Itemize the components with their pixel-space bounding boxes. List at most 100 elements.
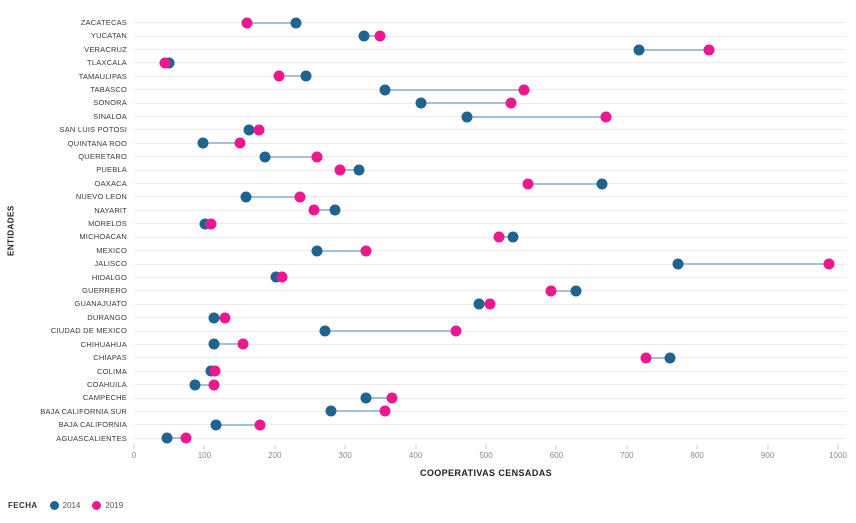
x-tick-label: 900 xyxy=(760,451,775,460)
data-point-2014[interactable] xyxy=(208,338,220,350)
table-row: JALISCO xyxy=(0,257,856,270)
dumbbell-connector xyxy=(317,249,367,252)
data-point-2014[interactable] xyxy=(270,271,282,283)
data-point-2019[interactable] xyxy=(253,124,265,136)
table-row: PUEBLA xyxy=(0,163,856,176)
y-category-label: CHIAPAS xyxy=(93,353,127,363)
data-point-2019[interactable] xyxy=(311,151,323,163)
gridline xyxy=(134,129,846,131)
gridline xyxy=(134,236,846,238)
data-point-2019[interactable] xyxy=(600,111,612,123)
data-point-2014[interactable] xyxy=(672,258,684,270)
data-point-2019[interactable] xyxy=(209,365,221,377)
table-row: YUCATAN xyxy=(0,29,856,42)
data-point-2014[interactable] xyxy=(319,325,331,337)
dumbbell-connector xyxy=(420,102,512,105)
table-row: NAYARIT xyxy=(0,204,856,217)
data-point-2014[interactable] xyxy=(243,124,255,136)
data-point-2019[interactable] xyxy=(237,338,249,350)
data-point-2019[interactable] xyxy=(522,178,534,190)
data-point-2019[interactable] xyxy=(386,392,398,404)
legend-item-2014: 2014 xyxy=(49,501,80,510)
data-point-2014[interactable] xyxy=(290,17,302,29)
data-point-2014[interactable] xyxy=(210,419,222,431)
gridline xyxy=(134,62,846,64)
data-point-2019[interactable] xyxy=(484,298,496,310)
data-point-2014[interactable] xyxy=(240,191,252,203)
x-tick xyxy=(133,445,135,449)
data-point-2019[interactable] xyxy=(219,312,231,324)
x-tick xyxy=(415,445,417,449)
data-point-2019[interactable] xyxy=(208,379,220,391)
y-category-label: SINALOA xyxy=(93,111,127,121)
legend-item-2019: 2019 xyxy=(92,501,123,510)
row-plot-area xyxy=(134,405,846,418)
data-point-2014[interactable] xyxy=(161,432,173,444)
table-row: DURANGO xyxy=(0,311,856,324)
x-tick-label: 500 xyxy=(479,451,493,460)
data-point-2014[interactable] xyxy=(633,44,645,56)
dumbbell-connector xyxy=(202,142,241,145)
data-point-2014[interactable] xyxy=(596,178,608,190)
data-point-2019[interactable] xyxy=(308,204,320,216)
data-point-2014[interactable] xyxy=(461,111,473,123)
x-tick-label: 800 xyxy=(690,451,704,460)
data-point-2014[interactable] xyxy=(507,231,519,243)
x-tick xyxy=(837,445,839,449)
data-point-2014[interactable] xyxy=(473,298,485,310)
row-plot-area xyxy=(134,110,846,123)
data-point-2019[interactable] xyxy=(254,419,266,431)
data-point-2019[interactable] xyxy=(360,245,372,257)
data-point-2019[interactable] xyxy=(273,70,285,82)
data-point-2014[interactable] xyxy=(199,218,211,230)
data-point-2014[interactable] xyxy=(329,204,341,216)
data-point-2014[interactable] xyxy=(197,137,209,149)
data-point-2019[interactable] xyxy=(450,325,462,337)
data-point-2014[interactable] xyxy=(325,405,337,417)
data-point-2019[interactable] xyxy=(205,218,217,230)
data-point-2014[interactable] xyxy=(415,97,427,109)
data-point-2014[interactable] xyxy=(259,151,271,163)
data-point-2014[interactable] xyxy=(570,285,582,297)
data-point-2019[interactable] xyxy=(545,285,557,297)
data-point-2019[interactable] xyxy=(518,84,530,96)
data-point-2019[interactable] xyxy=(234,137,246,149)
data-point-2019[interactable] xyxy=(703,44,715,56)
table-row: GUANAJUATO xyxy=(0,298,856,311)
data-point-2019[interactable] xyxy=(493,231,505,243)
data-point-2014[interactable] xyxy=(358,30,369,42)
data-point-2019[interactable] xyxy=(640,352,652,364)
dumbbell-connector xyxy=(325,330,456,333)
data-point-2014[interactable] xyxy=(208,312,220,324)
data-point-2019[interactable] xyxy=(241,17,253,29)
data-point-2019[interactable] xyxy=(379,405,391,417)
x-tick xyxy=(767,445,769,449)
data-point-2019[interactable] xyxy=(294,191,306,203)
row-plot-area xyxy=(134,56,846,69)
data-point-2019[interactable] xyxy=(823,258,835,270)
y-category-label: PUEBLA xyxy=(96,165,127,175)
table-row: ZACATECAS xyxy=(0,16,856,29)
data-point-2019[interactable] xyxy=(159,57,171,69)
dumbbell-connector xyxy=(214,343,244,346)
data-point-2014[interactable] xyxy=(189,379,201,391)
data-point-2019[interactable] xyxy=(276,271,288,283)
data-point-2019[interactable] xyxy=(180,432,192,444)
row-plot-area xyxy=(134,123,846,136)
data-point-2019[interactable] xyxy=(374,30,386,42)
data-point-2014[interactable] xyxy=(311,245,323,257)
dumbbell-connector xyxy=(478,303,491,306)
x-tick xyxy=(696,445,698,449)
row-plot-area xyxy=(134,244,846,257)
data-point-2019[interactable] xyxy=(505,97,517,109)
row-plot-area xyxy=(134,96,846,109)
data-point-2014[interactable] xyxy=(379,84,391,96)
data-point-2014[interactable] xyxy=(353,164,365,176)
table-row: SONORA xyxy=(0,96,856,109)
table-row: COLIMA xyxy=(0,365,856,378)
row-plot-area xyxy=(134,418,846,431)
data-point-2019[interactable] xyxy=(334,164,346,176)
data-point-2014[interactable] xyxy=(300,70,312,82)
data-point-2014[interactable] xyxy=(664,352,676,364)
data-point-2014[interactable] xyxy=(360,392,372,404)
